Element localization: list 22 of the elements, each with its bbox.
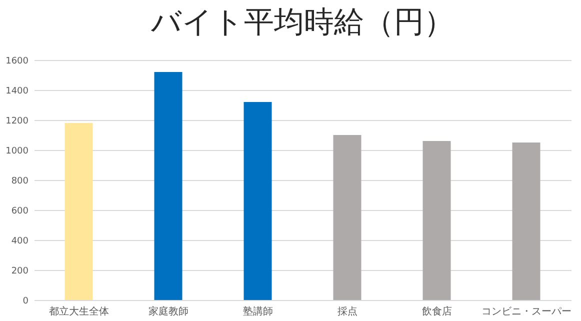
bar [64, 123, 93, 300]
y-tick-label: 0 [22, 296, 29, 306]
bar [512, 142, 540, 300]
bar [333, 135, 362, 300]
y-tick-label: 1400 [6, 86, 29, 96]
bar [244, 102, 272, 300]
y-tick-label: 1200 [6, 116, 29, 126]
bar [422, 141, 451, 300]
x-tick-label: 飲食店 [422, 306, 452, 318]
y-tick-label: 1000 [6, 146, 29, 156]
y-tick-label: 200 [11, 266, 29, 276]
x-tick-label: 都立大生全体 [48, 306, 109, 318]
y-tick-label: 1600 [6, 56, 29, 66]
y-tick-label: 600 [11, 206, 29, 216]
x-tick-label: 家庭教師 [148, 306, 188, 318]
chart-title: バイト平均時給（円） [150, 5, 454, 40]
x-tick-label: 塾講師 [242, 306, 273, 318]
x-tick-label: コンビニ・スーパー [481, 306, 572, 318]
x-tick-label: 採点 [337, 306, 358, 318]
bar [154, 72, 182, 300]
y-tick-label: 400 [11, 236, 29, 246]
y-tick-label: 800 [11, 176, 29, 186]
